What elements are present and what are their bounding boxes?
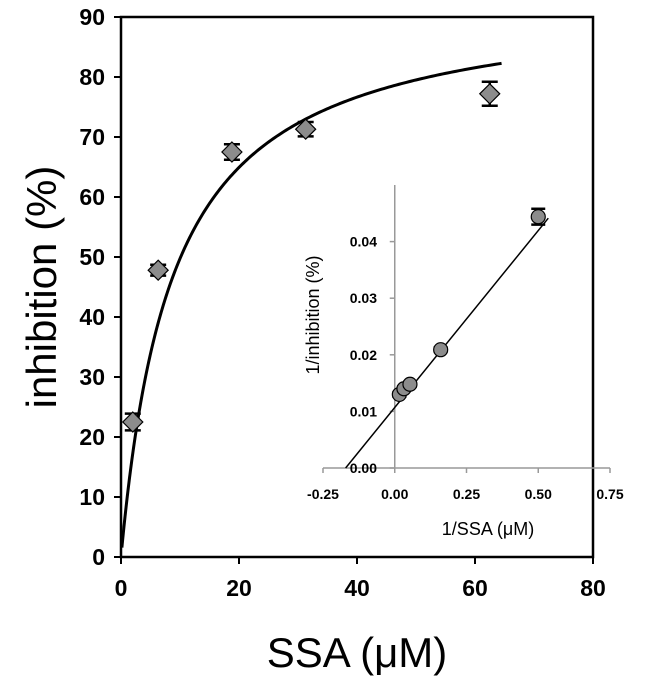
inset-x-tick-label: 0.25 [453,486,480,502]
inset-y-tick-label: 0.03 [350,290,377,306]
main-data-point [147,259,170,282]
main-y-tick-label: 20 [79,424,105,450]
main-x-tick-label: 20 [226,575,252,601]
main-data-point [294,118,317,141]
main-y-axis-title: inhibition (%) [18,166,65,409]
main-y-tick-label: 50 [79,244,105,270]
main-x-tick-label: 0 [115,575,128,601]
inset-y-tick-label: 0.04 [350,234,377,250]
main-y-tick-label: 30 [79,364,105,390]
inset-fit-line [345,217,549,469]
main-x-tick-label: 80 [580,575,606,601]
inset-x-tick-label: 0.50 [525,486,552,502]
main-fit-curve [120,61,502,548]
main-y-tick-label: 40 [79,304,105,330]
inset-x-axis-title: 1/SSA (μM) [442,519,534,539]
inset-x-tick-label: -0.25 [307,486,339,502]
main-y-tick-label: 90 [79,4,105,30]
main-data-point [121,411,144,433]
inset-data-point [433,342,449,358]
inset-chart: -0.25 0.00 0.25 0.50 0.75 0.00 0.01 0.02 0.03 0.0… [303,185,624,539]
main-chart: 0 20 40 60 80 0 10 20 30 40 50 60 70 80 90 SSA (μM) inhi… [18,4,606,676]
inset-y-tick-label: 0.02 [350,347,377,363]
main-y-tick-label: 0 [92,544,105,570]
inset-data-point [402,376,418,392]
main-x-tick-label: 40 [344,575,370,601]
inset-y-axis-title: 1/inhibition (%) [303,255,323,374]
main-y-tick-label: 10 [79,484,105,510]
main-data-point [221,141,243,163]
main-x-tick-label: 60 [462,575,488,601]
main-y-tick-label: 80 [79,64,105,90]
inset-y-tick-label: 0.01 [350,403,377,419]
main-y-tick-label: 60 [79,184,105,210]
main-x-axis-title: SSA (μM) [267,629,448,676]
inset-data-point [530,209,546,225]
inset-x-tick-label: 0.00 [381,486,408,502]
inset-y-tick-label: 0.00 [350,460,377,476]
inset-x-tick-label: 0.75 [596,486,623,502]
main-data-point [478,82,501,105]
main-y-tick-label: 70 [79,124,105,150]
